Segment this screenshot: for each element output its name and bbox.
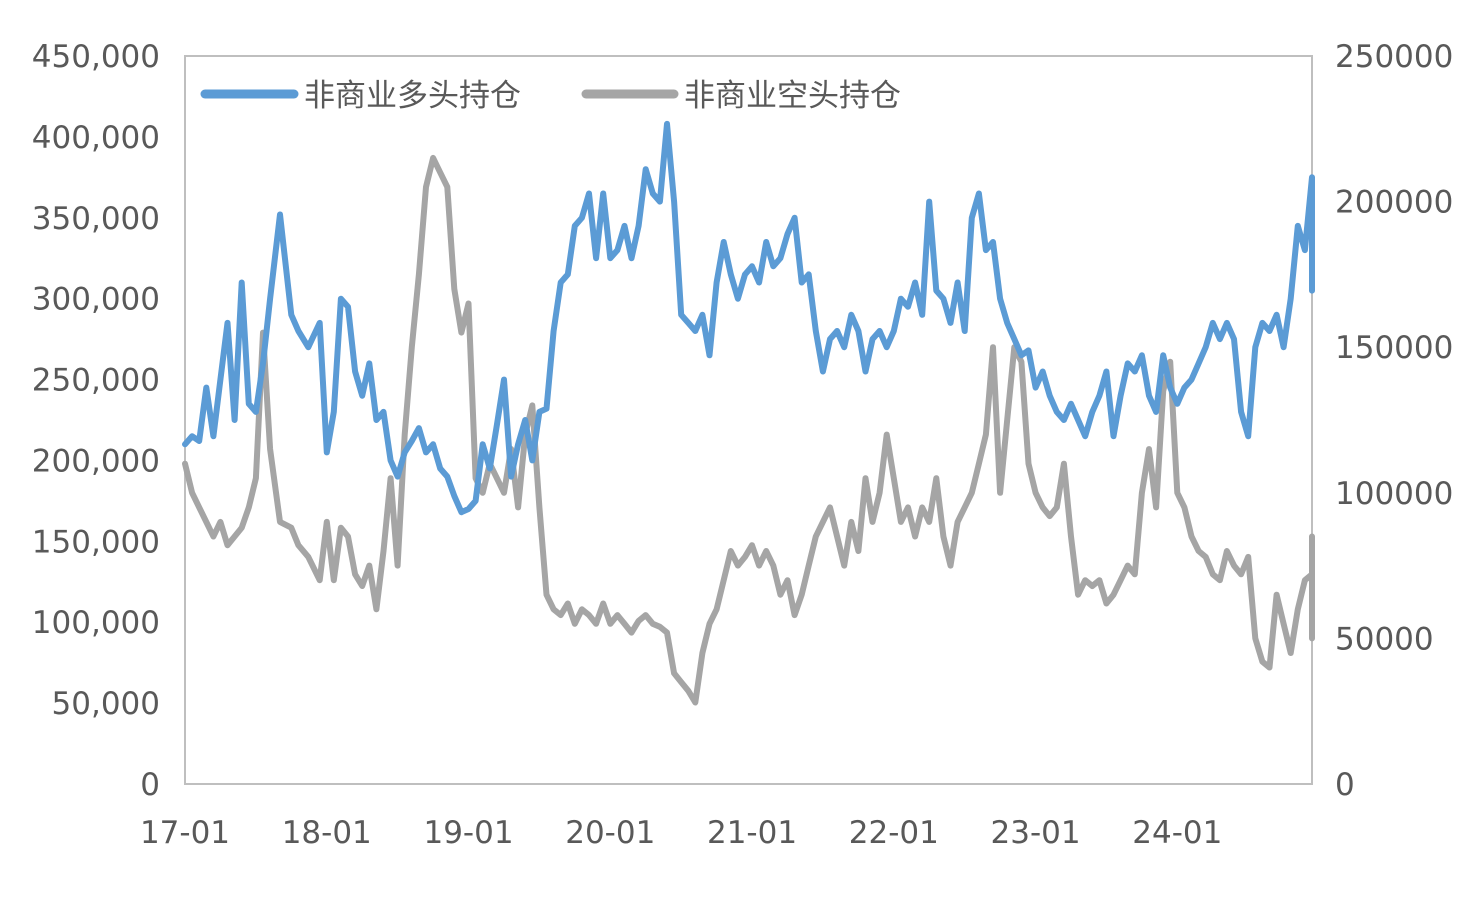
series-line-short-position — [182, 154, 1315, 706]
series-line-long-position — [182, 120, 1315, 516]
left-tick-label: 200,000 — [32, 443, 160, 479]
left-tick-label: 450,000 — [32, 39, 160, 75]
left-tick-label: 250,000 — [32, 363, 160, 399]
left-axis-tick-labels: 0 50,000 100,000 150,000 200,000 250,000 300,0… — [32, 39, 160, 803]
x-axis-tick-labels: 17-01 18-01 19-01 20-01 21-01 22-01 23-01 24-01 — [140, 815, 1222, 851]
x-tick-label: 19-01 — [423, 815, 513, 851]
legend: 非商业多头持仓 非商业空头持仓 — [200, 78, 901, 114]
right-tick-label: 50000 — [1335, 621, 1434, 657]
x-tick-label: 23-01 — [991, 815, 1081, 851]
x-tick-label: 24-01 — [1132, 815, 1222, 851]
plot-frame — [184, 55, 1313, 785]
legend-label-long: 非商业多头持仓 — [304, 78, 521, 114]
x-tick-label: 20-01 — [565, 815, 655, 851]
right-axis-tick-labels: 0 50000 100000 150000 200000 250000 — [1335, 39, 1453, 803]
left-tick-label: 300,000 — [32, 282, 160, 318]
right-tick-label: 250000 — [1335, 39, 1453, 75]
right-tick-label: 100000 — [1335, 476, 1453, 512]
x-tick-label: 22-01 — [849, 815, 939, 851]
left-tick-label: 50,000 — [52, 686, 160, 722]
right-tick-label: 0 — [1335, 767, 1355, 803]
x-tick-label: 18-01 — [282, 815, 372, 851]
x-tick-label: 17-01 — [140, 815, 230, 851]
left-tick-label: 100,000 — [32, 605, 160, 641]
right-tick-label: 150000 — [1335, 330, 1453, 366]
x-tick-label: 21-01 — [707, 815, 797, 851]
series-layer — [182, 120, 1315, 706]
left-tick-label: 0 — [140, 767, 160, 803]
left-tick-label: 400,000 — [32, 120, 160, 156]
left-tick-label: 150,000 — [32, 524, 160, 560]
left-tick-label: 350,000 — [32, 201, 160, 237]
right-tick-label: 200000 — [1335, 185, 1453, 221]
legend-label-short: 非商业空头持仓 — [684, 78, 901, 114]
